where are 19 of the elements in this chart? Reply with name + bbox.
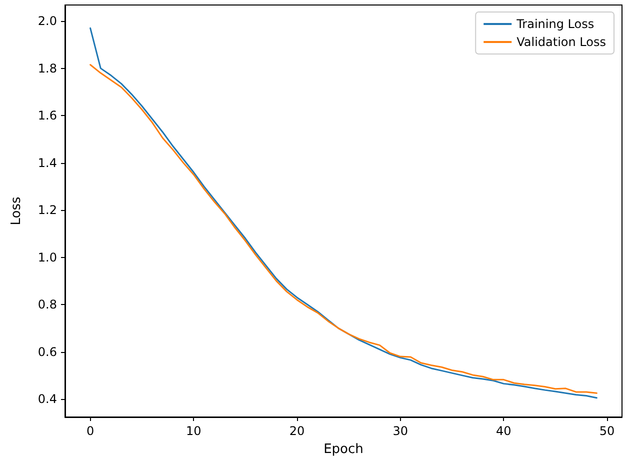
x-tick-label: 40 [496,424,512,438]
x-tick-label: 50 [599,424,615,438]
y-tick-label: 0.8 [38,298,57,312]
x-tick-label: 20 [289,424,305,438]
y-tick-label: 1.4 [38,156,57,170]
x-tick-label: 0 [86,424,94,438]
y-tick-label: 1.6 [38,108,57,123]
y-axis-title: Loss [9,196,24,226]
y-tick-label: 0.6 [38,344,57,359]
y-tick-label: 1.8 [38,61,57,76]
y-tick-label: 1.2 [38,203,57,218]
x-tick-label: 10 [186,424,202,438]
x-tick-label: 30 [392,424,408,438]
legend-label: Training Loss [516,17,594,31]
y-tick-label: 0.4 [38,392,57,406]
legend-label: Validation Loss [516,35,606,49]
y-tick-label: 1.0 [38,250,57,264]
x-axis-title: Epoch [324,442,364,457]
y-tick-label: 2.0 [38,14,57,28]
